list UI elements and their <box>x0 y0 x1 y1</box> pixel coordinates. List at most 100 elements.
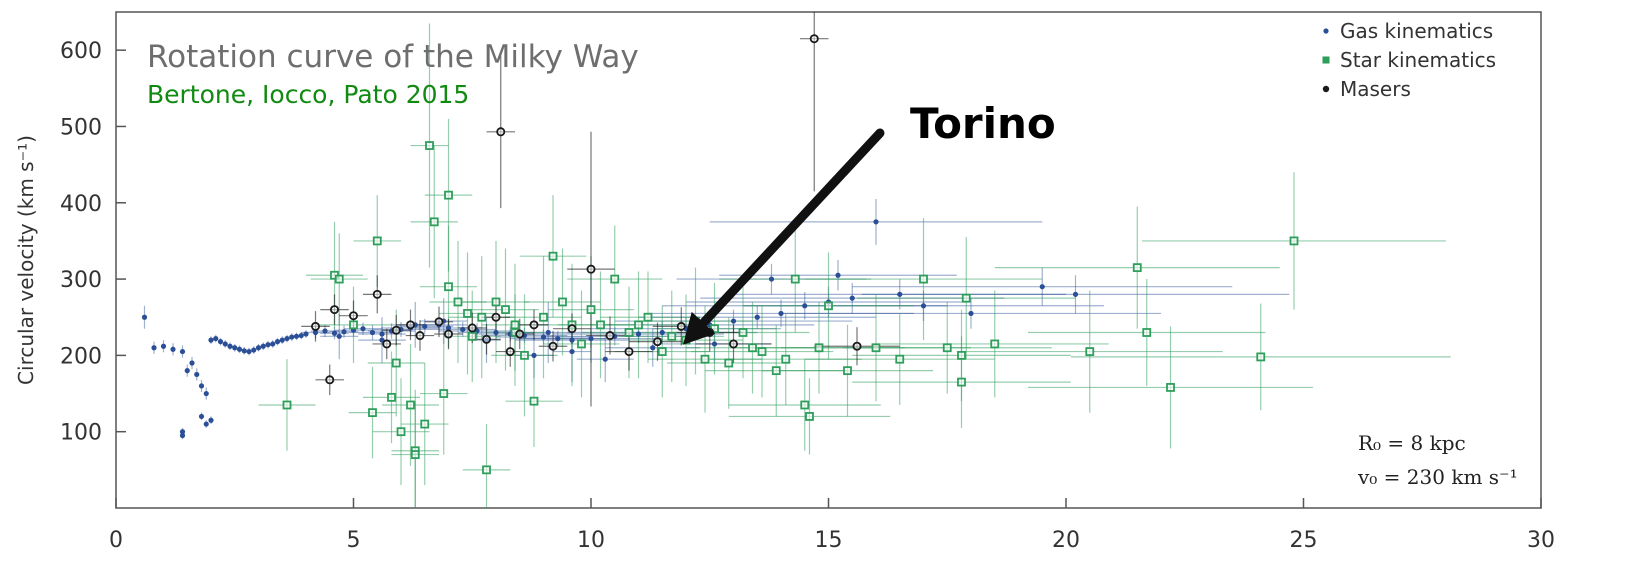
gas-kinematics-point <box>588 335 594 342</box>
star-kinematics-point <box>334 274 344 284</box>
star-kinematics-point <box>420 419 430 429</box>
star-kinematics-point <box>919 274 928 284</box>
maser-point <box>325 375 335 385</box>
gas-kinematics-point <box>198 383 205 389</box>
y-tick-label: 600 <box>60 39 102 64</box>
gas-kinematics-point <box>635 331 642 337</box>
y-axis-label: Circular velocity (km s⁻¹) <box>14 135 38 385</box>
maser-point <box>443 329 453 339</box>
gas-kinematics-point <box>531 352 537 358</box>
star-kinematics-point <box>814 343 824 353</box>
chart-title: Rotation curve of the Milky Way <box>147 39 639 75</box>
gas-kinematics-point <box>203 421 209 427</box>
star-kinematics-point <box>387 392 396 402</box>
gas-kinematics-point <box>379 331 385 337</box>
gas-kinematics-point <box>289 334 295 340</box>
gas-kinematics-point <box>260 343 266 349</box>
star-kinematics-point <box>738 328 748 337</box>
gas-kinematics-point <box>151 345 157 351</box>
star-kinematics-point <box>477 312 487 322</box>
maser-point <box>348 311 358 321</box>
star-kinematics-point <box>444 190 453 200</box>
star-kinematics-point <box>824 301 833 311</box>
star-kinematics-point <box>425 141 434 150</box>
maser-point <box>676 321 686 331</box>
gas-kinematics-point <box>241 348 247 354</box>
gas-kinematics-point <box>213 335 219 342</box>
maser-point <box>605 331 615 341</box>
x-tick-label: 5 <box>347 528 361 553</box>
maser-point <box>729 339 739 349</box>
maser-point <box>505 347 515 357</box>
x-tick-label: 0 <box>109 528 123 553</box>
param-r0: R₀ = 8 kpc <box>1358 431 1466 455</box>
gas-kinematics-point <box>198 413 205 420</box>
maser-point <box>496 127 506 137</box>
maser-point <box>624 347 634 357</box>
gas-kinematics-point <box>194 371 200 378</box>
star-kinematics-point <box>349 320 358 330</box>
gas-kinematics-point <box>650 345 656 351</box>
plot-area <box>141 12 1451 508</box>
gas-kinematics-point <box>445 325 452 331</box>
star-kinematics-point <box>368 408 377 418</box>
gas-kinematics-point <box>336 333 342 339</box>
star-kinematics-point <box>501 305 510 315</box>
gas-kinematics-point <box>255 345 262 351</box>
star-kinematics-point <box>372 236 382 246</box>
maser-point <box>405 320 415 330</box>
star-kinematics-point <box>843 366 852 376</box>
star-kinematics-point <box>510 320 520 330</box>
star-kinematics-point <box>529 396 539 406</box>
legend-entry: Masers <box>1340 77 1411 101</box>
x-tick-label: 25 <box>1290 528 1318 553</box>
star-kinematics-point <box>1166 383 1175 392</box>
gas-kinematics-point <box>208 337 214 343</box>
legend-entry: Star kinematics <box>1340 48 1496 72</box>
gas-kinematics-point <box>293 333 300 339</box>
star-kinematics-point <box>1289 236 1299 246</box>
star-kinematics-point <box>1256 352 1266 362</box>
y-tick-label: 100 <box>60 421 102 446</box>
star-kinematics-point <box>942 343 952 353</box>
legend: Gas kinematics Star kinematics Masers <box>1322 19 1496 101</box>
gas-kinematics-point <box>369 329 376 336</box>
legend-entry: Gas kinematics <box>1340 19 1493 43</box>
torino-annotation: Torino <box>683 99 1056 345</box>
gas-kinematics-point <box>569 348 575 355</box>
galaxy-parameters: R₀ = 8 kpc v₀ = 230 km s⁻¹ <box>1357 431 1518 489</box>
gas-kinematics-point <box>754 314 760 320</box>
star-kinematics-point <box>790 274 800 284</box>
maser-point <box>567 324 577 334</box>
gas-kinematics-point <box>232 345 238 351</box>
gas-kinematics-point <box>360 326 366 332</box>
star-kinematics-point <box>586 305 596 315</box>
gas-kinematics-point <box>170 346 176 352</box>
gas-kinematics-point <box>251 347 257 353</box>
gas-kinematics-point <box>312 329 319 336</box>
star-kinematics-point <box>667 331 677 341</box>
gas-kinematics-point <box>270 341 276 347</box>
star-kinematics-point <box>805 412 814 421</box>
maser-point <box>467 323 477 333</box>
star-kinematics-point <box>1132 263 1142 273</box>
gas-kinematics-point <box>422 323 428 329</box>
gas-kinematics-point <box>897 291 903 297</box>
gas-kinematics-point <box>730 318 737 324</box>
gas-kinematics-point <box>227 343 233 349</box>
star-kinematics-point <box>439 389 449 398</box>
error-bars <box>143 12 1451 508</box>
callout-arrowhead <box>683 311 716 345</box>
gas-kinematics-point <box>265 342 271 348</box>
gas-kinematics-point <box>493 329 499 336</box>
maser-point <box>515 329 525 339</box>
gas-kinematics-point <box>1072 291 1079 297</box>
star-kinematics-point <box>282 400 292 410</box>
star-kinematics-point <box>406 400 415 410</box>
gas-kinematics-point <box>141 314 148 320</box>
maser-point <box>415 331 425 341</box>
star-kinematics-point <box>957 350 966 360</box>
star-kinematics-point <box>429 217 439 227</box>
star-kinematics-point <box>657 347 667 356</box>
gas-kinematics-point <box>331 330 338 336</box>
